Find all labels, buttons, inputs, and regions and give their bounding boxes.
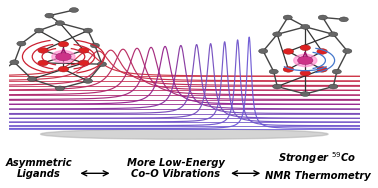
Circle shape [283, 67, 294, 72]
Circle shape [301, 92, 310, 96]
Circle shape [332, 69, 341, 74]
Circle shape [34, 28, 43, 33]
Circle shape [56, 53, 71, 61]
Circle shape [98, 62, 107, 67]
Circle shape [27, 77, 36, 81]
Circle shape [58, 66, 69, 72]
Circle shape [38, 48, 48, 53]
Circle shape [38, 60, 48, 66]
Circle shape [343, 49, 352, 54]
Circle shape [70, 8, 79, 12]
Text: Asymmetric
Ligands: Asymmetric Ligands [6, 158, 72, 179]
Circle shape [259, 49, 268, 54]
Circle shape [10, 60, 19, 65]
Circle shape [339, 17, 349, 22]
Circle shape [90, 43, 99, 48]
Circle shape [58, 41, 69, 47]
Circle shape [317, 49, 327, 54]
Circle shape [273, 32, 282, 37]
Circle shape [84, 28, 93, 33]
Text: Stronger $^{59}$Co: Stronger $^{59}$Co [279, 150, 356, 166]
Circle shape [79, 60, 89, 66]
Circle shape [273, 84, 282, 89]
Circle shape [329, 84, 338, 89]
Circle shape [294, 54, 317, 67]
Circle shape [283, 15, 292, 20]
Circle shape [52, 51, 75, 63]
Circle shape [297, 56, 313, 64]
Circle shape [317, 67, 327, 72]
Circle shape [84, 79, 93, 83]
Ellipse shape [41, 129, 328, 139]
Circle shape [17, 41, 26, 46]
Circle shape [55, 86, 65, 91]
Text: More Low-Energy
Co–O Vibrations: More Low-Energy Co–O Vibrations [127, 158, 225, 179]
Circle shape [329, 32, 338, 37]
Text: NMR Thermometry: NMR Thermometry [265, 171, 370, 181]
Circle shape [45, 13, 54, 18]
Circle shape [300, 45, 310, 51]
Circle shape [0, 69, 5, 74]
Circle shape [300, 70, 310, 76]
Circle shape [283, 49, 294, 54]
Circle shape [301, 24, 310, 29]
Circle shape [55, 21, 65, 26]
Circle shape [269, 69, 278, 74]
Circle shape [79, 48, 89, 53]
Circle shape [318, 15, 327, 20]
